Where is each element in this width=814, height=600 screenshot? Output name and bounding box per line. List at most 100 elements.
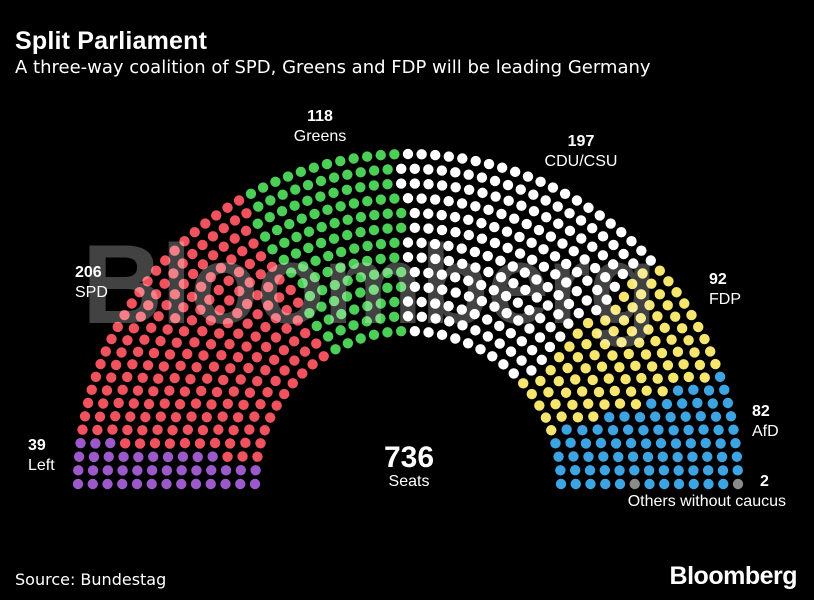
seat-cdu-csu [560,258,572,270]
seat-afd [640,438,652,449]
seat-greens [245,188,257,199]
seat-cdu-csu [579,254,590,265]
seat-greens [279,237,290,249]
seat-spd [260,341,272,353]
seat-fdp [635,313,646,324]
seat-cdu-csu [416,149,427,160]
seat-spd [146,322,157,334]
seat-cdu-csu [571,195,583,206]
seat-cdu-csu [489,221,500,233]
seat-spd [255,398,266,410]
seat-afd [680,411,691,422]
label-name-spd: SPD [75,284,108,301]
seat-cdu-csu [481,314,493,325]
seat-cdu-csu [545,231,557,242]
seat-fdp [556,411,567,422]
seat-afd [688,465,699,476]
seat-spd [170,313,181,324]
seat-cdu-csu [589,262,601,274]
seat-afd [703,478,714,490]
seat-spd [122,371,133,383]
seat-left [161,465,173,476]
seat-cdu-csu [636,245,647,256]
seat-cdu-csu [423,223,434,234]
seat-fdp [609,385,620,397]
seat-afd [570,478,581,490]
seat-spd [82,397,94,409]
seat-greens [322,331,334,342]
seat-spd [101,385,113,396]
seat-spd [255,438,266,449]
seat-spd [264,412,276,423]
seat-spd [222,202,233,213]
seat-greens [285,267,297,278]
seat-greens [335,246,347,258]
seat-cdu-csu [519,267,531,278]
seat-cdu-csu [450,287,461,298]
seat-cdu-csu [409,266,420,278]
seat-spd [179,386,191,397]
seat-left [131,478,143,490]
seat-spd [205,315,216,326]
seat-group [72,148,744,490]
seat-cdu-csu [581,295,592,306]
seat-spd [240,437,251,449]
seat-cdu-csu [553,218,564,229]
seat-cdu-csu [540,195,551,206]
seat-spd [113,397,124,409]
seat-greens [311,320,322,332]
seat-spd [279,365,290,376]
seat-spd [273,292,285,303]
seat-spd [175,360,186,372]
seat-cdu-csu [524,323,535,334]
seat-fdp [599,339,611,350]
seat-spd [119,438,131,449]
seat-cdu-csu [501,226,513,237]
seat-fdp [603,373,614,384]
seat-spd [255,251,267,262]
seat-greens [349,304,360,315]
seat-spd [140,411,151,423]
seat-greens [368,329,380,341]
seat-cdu-csu [505,328,517,339]
seat-spd [206,399,217,410]
seat-spd [169,289,181,300]
seat-cdu-csu [494,338,505,349]
seat-left [103,451,114,462]
seat-greens [290,248,302,259]
seat-fdp [614,398,626,409]
seat-greens [335,201,346,212]
seat-fdp [699,372,710,383]
seat-spd [190,398,202,409]
seat-spd [178,278,189,290]
seat-cdu-csu [396,163,407,175]
seat-spd [234,285,245,297]
seat-spd [161,299,172,311]
seat-cdu-csu [423,282,434,294]
seat-afd [710,411,722,422]
seat-afd [731,451,743,462]
seat-left [90,438,101,449]
seat-fdp [607,350,618,361]
seat-afd [713,424,724,436]
seat-greens [348,153,359,164]
seat-cdu-csu [512,297,524,308]
seat-fdp [543,387,554,398]
seat-greens [369,209,380,221]
seat-fdp [635,289,647,300]
seat-cdu-csu [494,320,505,332]
seat-spd [187,268,199,280]
seat-greens [382,223,393,234]
seat-left [235,478,246,490]
seat-cdu-csu [395,178,407,189]
seat-cdu-csu [514,248,526,259]
seat-greens [267,244,278,255]
seat-cdu-csu [450,182,461,193]
seat-spd [229,215,241,226]
seat-afd [672,385,684,396]
seat-spd [122,335,133,346]
seat-left [75,437,86,449]
seat-left [235,464,247,476]
seat-cdu-csu [528,189,539,200]
seat-spd [119,309,130,321]
